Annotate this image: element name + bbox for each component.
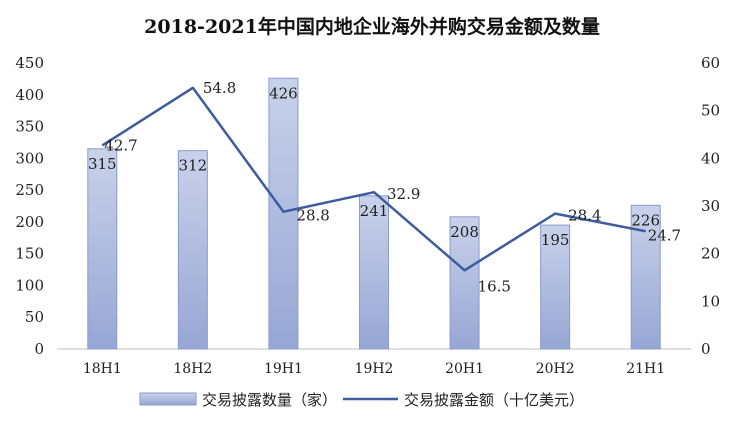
- legend-bar-swatch: [139, 392, 197, 406]
- bar: [359, 195, 389, 350]
- line-data-label: 54.8: [203, 79, 236, 97]
- line-series: [101, 86, 646, 272]
- line-labels: 42.7 54.8 28.8 32.9 16.5 28.4 24.7: [104, 79, 681, 296]
- bar-data-label: 241: [360, 202, 389, 220]
- legend-bar-label: 交易披露数量（家）: [202, 391, 337, 409]
- line-data-label: 32.9: [387, 185, 420, 203]
- left-axis-tick: 100: [15, 276, 44, 294]
- category-tick: 19H2: [355, 361, 394, 377]
- category-tick: 21H1: [626, 361, 665, 377]
- category-tick: 18H2: [173, 361, 212, 377]
- category-tick: 20H2: [536, 361, 575, 377]
- left-axis-tick: 50: [25, 308, 44, 326]
- bar: [268, 77, 299, 350]
- bar-data-label: 226: [631, 211, 660, 229]
- bar-data-label: 315: [88, 155, 117, 173]
- category-ticks: 18H1 18H2 19H1 19H2 20H1 20H2 21H1: [83, 361, 665, 377]
- left-axis-tick: 150: [15, 245, 44, 263]
- left-axis-tick: 400: [15, 86, 44, 104]
- right-axis-tick: 0: [701, 340, 711, 358]
- right-axis-tick: 30: [701, 197, 720, 215]
- line-data-label: 28.8: [296, 207, 329, 225]
- left-axis-tick: 350: [15, 118, 44, 136]
- legend: 交易披露数量（家） 交易披露金额（十亿美元）: [139, 391, 584, 409]
- line-data-label: 16.5: [478, 277, 511, 295]
- left-axis-tick: 0: [34, 340, 44, 358]
- bar-data-label: 312: [179, 157, 208, 175]
- right-axis-tick: 40: [701, 149, 720, 167]
- category-tick: 20H1: [445, 361, 484, 377]
- left-axis-tick: 200: [15, 213, 44, 231]
- left-axis-tick: 300: [15, 149, 44, 167]
- bar-data-label: 426: [269, 84, 298, 102]
- left-axis-ticks: 0 50 100 150 200 250 300 350 400 450: [15, 54, 44, 358]
- bar-data-label: 208: [450, 223, 479, 241]
- bar-data-label: 195: [541, 231, 570, 249]
- category-tick: 18H1: [83, 361, 122, 377]
- right-axis-tick: 20: [701, 245, 720, 263]
- line-data-label: 42.7: [104, 136, 137, 154]
- right-axis-tick: 10: [701, 292, 720, 310]
- right-axis-tick: 60: [701, 54, 720, 72]
- bar: [177, 150, 208, 350]
- bar-labels: 315 312 426 241 208 195 226: [88, 84, 660, 249]
- bar: [87, 148, 118, 350]
- line-data-label: 28.4: [568, 207, 601, 225]
- legend-line-label: 交易披露金额（十亿美元）: [404, 391, 584, 409]
- bar: [449, 216, 480, 350]
- chart-title: 2018-2021年中国内地企业海外并购交易金额及数量: [144, 16, 600, 38]
- left-axis-tick: 250: [15, 181, 44, 199]
- right-axis-tick: 50: [701, 102, 720, 120]
- line-data-label: 24.7: [648, 226, 681, 244]
- right-axis-ticks: 0 10 20 30 40 50 60: [701, 54, 720, 358]
- left-axis-tick: 450: [15, 54, 44, 72]
- category-tick: 19H1: [264, 361, 303, 377]
- bar: [540, 224, 571, 350]
